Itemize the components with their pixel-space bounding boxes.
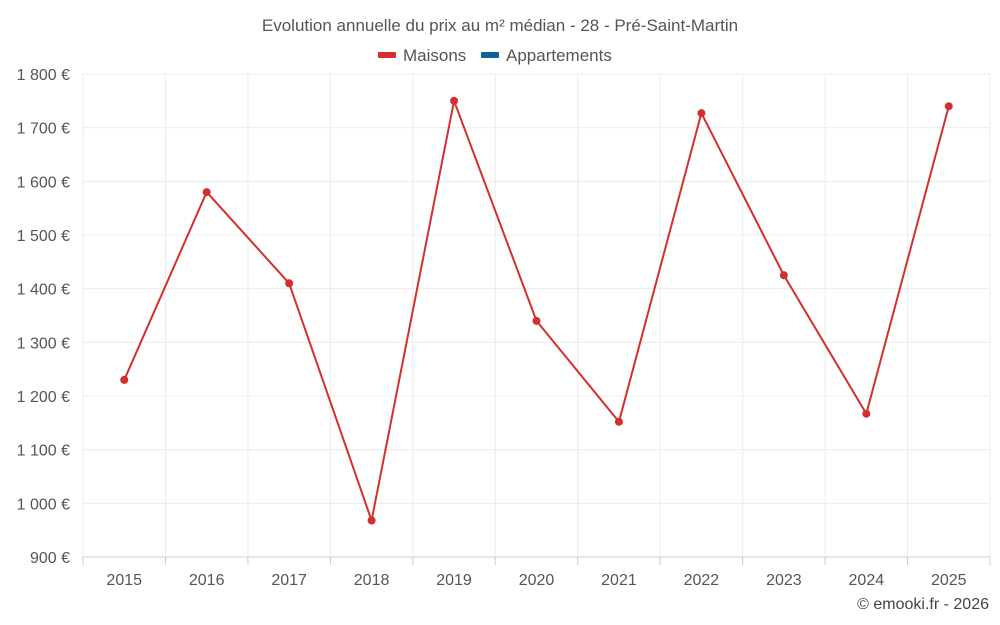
y-tick-label: 1 100 € xyxy=(17,443,70,460)
y-tick-label: 1 700 € xyxy=(17,121,70,138)
y-tick-label: 1 500 € xyxy=(17,228,70,245)
legend: Maisons Appartements xyxy=(378,46,612,65)
grid xyxy=(82,73,991,558)
data-point-2020[interactable] xyxy=(532,316,541,325)
x-tick-label: 2015 xyxy=(106,572,142,589)
legend-swatch-maisons xyxy=(378,52,396,58)
x-tick-label: 2016 xyxy=(189,572,225,589)
data-point-2025[interactable] xyxy=(944,102,953,111)
data-point-2018[interactable] xyxy=(367,516,376,525)
legend-swatch-appartements xyxy=(481,52,499,58)
legend-label-appartements: Appartements xyxy=(506,46,612,65)
data-point-2015[interactable] xyxy=(120,375,129,384)
data-point-2019[interactable] xyxy=(450,96,459,105)
y-tick-label: 1 000 € xyxy=(17,496,70,513)
data-point-2023[interactable] xyxy=(779,271,788,280)
data-point-2017[interactable] xyxy=(285,279,294,288)
x-tick-label: 2018 xyxy=(354,572,390,589)
x-tick-label: 2021 xyxy=(601,572,637,589)
x-axis: 2015 2016 2017 2018 2019 2020 2021 2022 2023 2024… xyxy=(82,557,991,589)
y-tick-label: 900 € xyxy=(30,550,70,567)
x-tick-label: 2017 xyxy=(271,572,307,589)
y-tick-label: 1 800 € xyxy=(17,67,70,84)
data-point-2021[interactable] xyxy=(614,417,623,426)
x-tick-label: 2020 xyxy=(519,572,555,589)
data-point-2024[interactable] xyxy=(862,409,871,418)
data-point-2016[interactable] xyxy=(202,188,211,197)
x-tick-label: 2023 xyxy=(766,572,802,589)
x-tick-label: 2022 xyxy=(684,572,720,589)
series-maisons xyxy=(120,96,953,525)
legend-item-appartements[interactable]: Appartements xyxy=(481,46,612,65)
y-tick-label: 1 400 € xyxy=(17,282,70,299)
x-tick-label: 2025 xyxy=(931,572,967,589)
legend-item-maisons[interactable]: Maisons xyxy=(378,46,466,65)
y-tick-label: 1 600 € xyxy=(17,174,70,191)
credit-text: © emooki.fr - 2026 xyxy=(857,596,989,613)
y-tick-label: 1 200 € xyxy=(17,389,70,406)
x-tick-label: 2024 xyxy=(849,572,885,589)
x-tick-label: 2019 xyxy=(436,572,472,589)
legend-label-maisons: Maisons xyxy=(403,46,466,65)
data-point-2022[interactable] xyxy=(697,109,706,118)
y-axis: 900 € 1 000 € 1 100 € 1 200 € 1 300 € 1 400 €… xyxy=(17,67,70,567)
chart-title: Evolution annuelle du prix au m² médian … xyxy=(262,16,738,35)
y-tick-label: 1 300 € xyxy=(17,335,70,352)
